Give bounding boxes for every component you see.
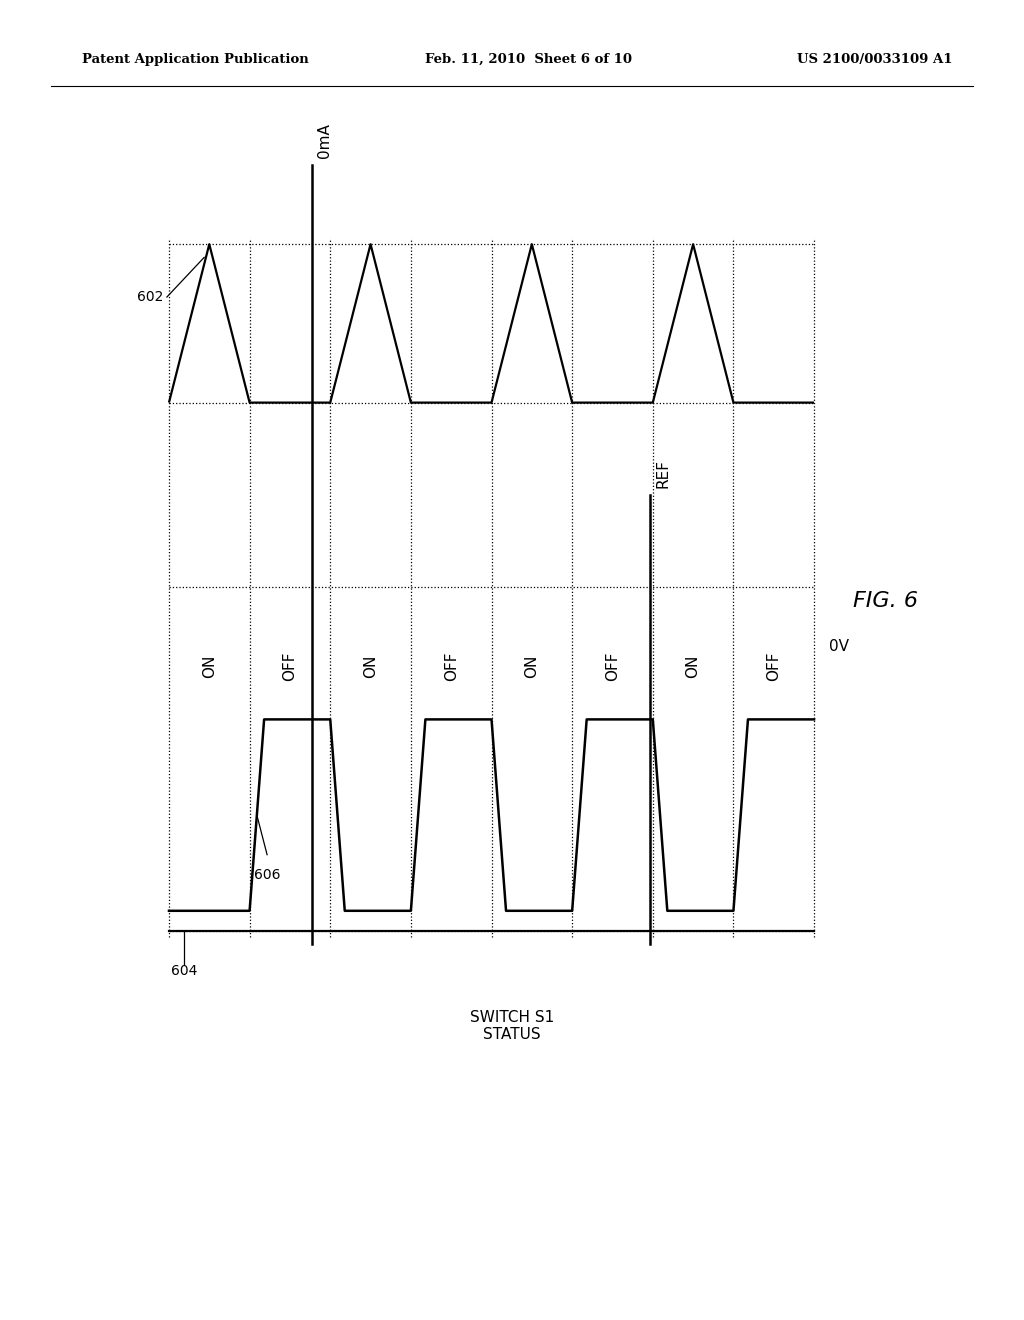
Text: Feb. 11, 2010  Sheet 6 of 10: Feb. 11, 2010 Sheet 6 of 10 <box>425 53 632 66</box>
Text: OFF: OFF <box>766 652 781 681</box>
Text: 0mA: 0mA <box>317 124 333 158</box>
Text: REF: REF <box>655 459 671 488</box>
Text: OFF: OFF <box>605 652 620 681</box>
Text: 606: 606 <box>254 869 281 882</box>
Text: ON: ON <box>202 655 217 678</box>
Text: SWITCH S1
STATUS: SWITCH S1 STATUS <box>470 1010 554 1043</box>
Text: OFF: OFF <box>443 652 459 681</box>
Text: ON: ON <box>686 655 700 678</box>
Text: FIG. 6: FIG. 6 <box>853 590 919 611</box>
Text: ON: ON <box>364 655 378 678</box>
Text: ON: ON <box>524 655 540 678</box>
Text: 602: 602 <box>137 290 164 304</box>
Text: 0V: 0V <box>829 639 850 655</box>
Text: 604: 604 <box>171 964 198 978</box>
Text: Patent Application Publication: Patent Application Publication <box>82 53 308 66</box>
Text: OFF: OFF <box>283 652 297 681</box>
Text: US 2100/0033109 A1: US 2100/0033109 A1 <box>797 53 952 66</box>
